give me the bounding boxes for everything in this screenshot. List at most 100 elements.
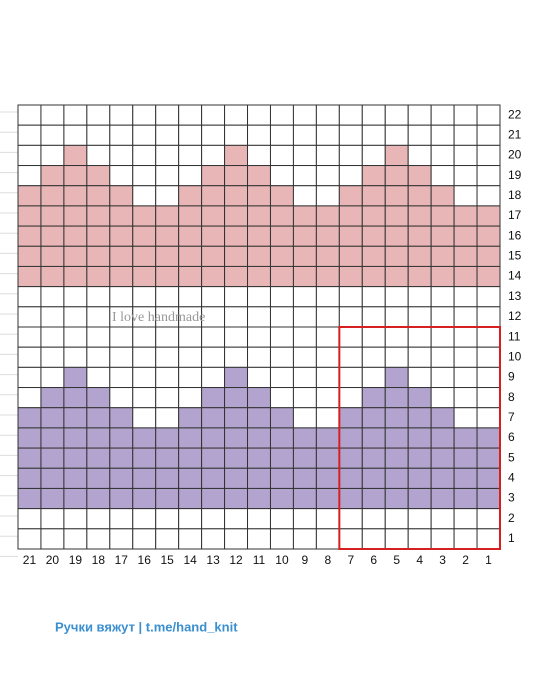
cell <box>315 346 340 368</box>
cell <box>453 487 478 510</box>
cell <box>292 165 317 187</box>
cell <box>269 185 294 207</box>
row-label: 16 <box>508 228 522 242</box>
cell <box>86 366 111 389</box>
cell <box>476 225 501 247</box>
cell <box>17 306 42 328</box>
cell <box>407 124 432 146</box>
cell <box>247 447 271 469</box>
cell <box>315 306 340 328</box>
cell <box>361 487 386 510</box>
cell <box>430 508 455 530</box>
cell <box>17 286 42 308</box>
cell <box>132 387 157 409</box>
cell <box>155 508 180 530</box>
cell <box>224 265 249 288</box>
cell <box>407 407 432 429</box>
cell <box>201 487 226 510</box>
cell <box>315 265 340 288</box>
cell <box>17 124 42 146</box>
cell <box>40 165 65 187</box>
cell <box>178 366 203 389</box>
cell <box>361 387 386 409</box>
cell <box>40 326 65 348</box>
cell <box>338 165 363 187</box>
cell <box>247 326 271 348</box>
cell <box>384 124 409 146</box>
cell <box>338 124 363 146</box>
cell <box>17 326 42 348</box>
cell <box>269 487 294 510</box>
cell <box>361 366 386 389</box>
cell <box>476 427 501 449</box>
cell <box>63 387 88 409</box>
cell <box>17 427 42 449</box>
cell <box>384 407 409 429</box>
column-label: 15 <box>161 553 175 567</box>
cell <box>155 245 180 267</box>
row-label: 6 <box>508 430 515 444</box>
cell <box>63 427 88 449</box>
cell <box>247 144 271 167</box>
cell <box>453 447 478 469</box>
cell <box>430 346 455 368</box>
row-label: 13 <box>508 289 522 303</box>
cell <box>361 467 386 489</box>
cell <box>201 225 226 247</box>
cell <box>430 447 455 469</box>
cell <box>40 286 65 308</box>
cell <box>407 144 432 167</box>
cell <box>361 165 386 187</box>
cell <box>384 104 409 126</box>
cell <box>384 306 409 328</box>
cell <box>361 265 386 288</box>
cell <box>476 306 501 328</box>
cell <box>315 144 340 167</box>
cell <box>201 407 226 429</box>
cell <box>315 528 340 550</box>
cell <box>86 245 111 267</box>
cell <box>384 286 409 308</box>
cell <box>453 326 478 348</box>
column-label: 20 <box>46 553 60 567</box>
cell <box>201 165 226 187</box>
cell <box>132 144 157 167</box>
cell <box>407 487 432 510</box>
cell <box>224 225 249 247</box>
cell <box>361 205 386 227</box>
row-label: 18 <box>508 188 522 202</box>
cell <box>269 427 294 449</box>
cell <box>40 124 65 146</box>
cell <box>132 205 157 227</box>
cell <box>109 487 134 510</box>
cell <box>224 306 249 328</box>
column-label: 1 <box>485 553 492 567</box>
cell <box>178 245 203 267</box>
cell <box>17 387 42 409</box>
cell <box>17 508 42 530</box>
cell <box>63 407 88 429</box>
row-label: 1 <box>508 531 515 545</box>
row-label: 5 <box>508 450 515 464</box>
cell <box>430 104 455 126</box>
cell <box>384 387 409 409</box>
cell <box>407 165 432 187</box>
cell <box>453 205 478 227</box>
cell <box>132 467 157 489</box>
cell <box>315 286 340 308</box>
cell <box>407 346 432 368</box>
cell <box>315 427 340 449</box>
column-label: 16 <box>138 553 152 567</box>
cell <box>201 286 226 308</box>
cell <box>132 407 157 429</box>
cell <box>453 144 478 167</box>
cell <box>384 165 409 187</box>
row-label: 15 <box>508 249 522 263</box>
cell <box>384 265 409 288</box>
cell <box>338 387 363 409</box>
cell <box>224 104 249 126</box>
cell <box>40 387 65 409</box>
cell <box>40 144 65 167</box>
